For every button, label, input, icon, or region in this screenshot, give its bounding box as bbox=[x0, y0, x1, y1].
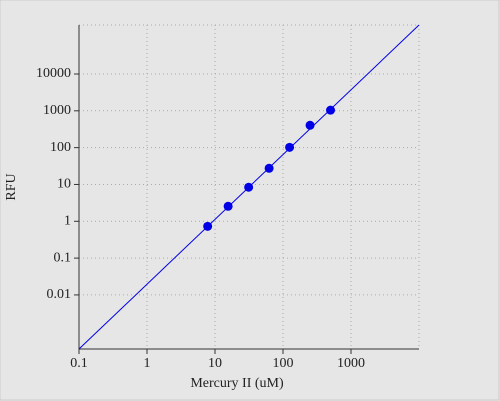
y-tick-label: 10 bbox=[57, 177, 71, 192]
data-point bbox=[285, 142, 295, 152]
y-tick-label: 0.01 bbox=[47, 287, 72, 302]
data-point bbox=[264, 163, 274, 173]
y-tick-label: 1000 bbox=[43, 103, 71, 118]
y-tick-label: 0.1 bbox=[54, 250, 72, 265]
x-tick-label: 0.1 bbox=[70, 356, 88, 371]
data-point bbox=[244, 182, 254, 192]
x-tick-label: 10 bbox=[208, 356, 222, 371]
data-point bbox=[223, 201, 233, 211]
y-axis-label: RFU bbox=[4, 173, 19, 200]
data-point bbox=[203, 221, 213, 231]
data-point bbox=[305, 120, 315, 130]
x-tick-label: 100 bbox=[273, 356, 294, 371]
data-point bbox=[326, 105, 336, 115]
x-tick-label: 1000 bbox=[337, 356, 365, 371]
y-tick-label: 1 bbox=[64, 213, 71, 228]
x-axis-label: Mercury II (uM) bbox=[190, 376, 284, 391]
y-tick-label: 10000 bbox=[36, 66, 71, 81]
x-tick-label: 1 bbox=[144, 356, 151, 371]
y-tick-label: 100 bbox=[50, 140, 71, 155]
